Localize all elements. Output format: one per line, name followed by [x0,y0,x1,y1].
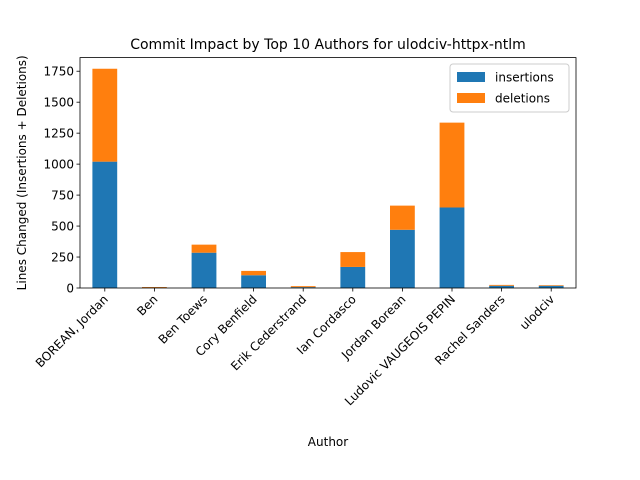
bar-deletions-8 [489,284,514,286]
bar-deletions-3 [241,270,266,276]
bar-insertions-0 [92,161,118,288]
x-axis-label: Author [308,435,348,449]
plot-frame [79,57,577,289]
y-tick-label-1: 250 [51,251,74,265]
y-tick-label-0: 0 [66,282,74,296]
bar-insertions-3 [241,275,266,288]
bar-deletions-6 [390,205,415,230]
legend-swatch-deletions [457,93,485,103]
y-axis-label: Lines Changed (Insertions + Deletions) [15,55,29,290]
bar-insertions-5 [340,266,366,288]
bar-deletions-4 [290,286,316,288]
bar-deletions-9 [538,285,564,286]
bar-insertions-9 [538,285,564,288]
legend-label-deletions: deletions [495,92,550,106]
bar-insertions-2 [191,252,217,288]
y-tick-label-2: 500 [51,220,74,234]
x-tick-label-0: BOREAN, Jordan [33,292,111,370]
bar-deletions-5 [340,252,366,267]
y-tick-label-3: 750 [51,189,74,203]
y-tick-label-6: 1500 [43,96,74,110]
chart-title: Commit Impact by Top 10 Authors for ulod… [130,37,526,53]
bar-insertions-7 [439,207,465,288]
bar-deletions-0 [92,68,118,162]
y-tick-label-7: 1750 [43,65,74,79]
legend-swatch-insertions [457,72,485,82]
y-tick-label-4: 1000 [43,158,74,172]
bar-insertions-4 [290,287,316,288]
legend: insertions deletions [449,63,570,113]
y-axis: 0 250 500 750 1000 1250 1500 1750 [43,65,80,296]
bar-insertions-8 [489,285,514,288]
bar-deletions-7 [439,122,465,208]
x-tick-label-9: ulodciv [517,292,557,332]
x-tick-label-1: Ben [134,292,160,318]
bars-group [92,68,564,288]
x-tick-label-2: Ben Toews [156,292,211,347]
legend-label-insertions: insertions [495,71,554,85]
y-tick-label-5: 1250 [43,127,74,141]
bar-insertions-6 [390,229,415,288]
bar-deletions-2 [191,244,217,253]
